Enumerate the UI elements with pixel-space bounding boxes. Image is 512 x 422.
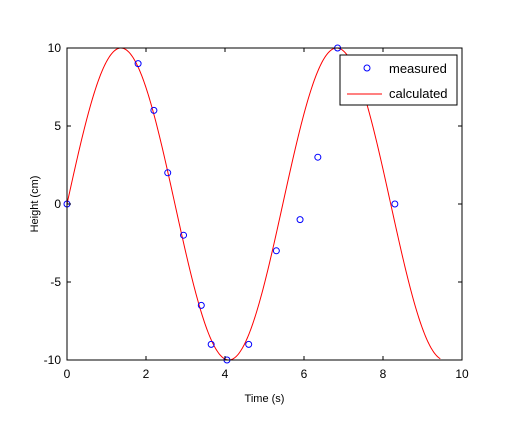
legend-box	[339, 54, 458, 106]
measured-point	[207, 340, 215, 348]
calculated-line	[66, 47, 441, 361]
measured-point	[391, 200, 399, 208]
legend: measured calculated	[339, 54, 458, 106]
legend-measured-marker	[363, 64, 371, 72]
measured-point	[134, 60, 142, 68]
axis-ticks: 0 2 4 6 8 10 -10 -5 0 5 10	[44, 41, 469, 381]
measured-series	[63, 44, 399, 364]
x-tick-label: 6	[301, 367, 308, 381]
measured-point	[150, 106, 158, 114]
y-tick-label: 10	[48, 41, 62, 55]
measured-point	[164, 169, 172, 177]
y-tick-label: 0	[54, 197, 61, 211]
measured-point	[197, 301, 205, 309]
y-axis-label: Height (cm)	[29, 176, 41, 233]
x-tick-label: 0	[64, 367, 71, 381]
legend-calculated-label: calculated	[389, 86, 448, 101]
measured-point	[180, 231, 188, 239]
x-axis-label: Time (s)	[245, 393, 285, 405]
measured-point	[296, 216, 304, 224]
measured-point	[245, 340, 253, 348]
x-tick-label: 4	[222, 367, 229, 381]
legend-measured-label: measured	[389, 61, 447, 76]
y-tick-label: -5	[50, 275, 61, 289]
y-tick-label: 5	[54, 119, 61, 133]
y-tick-label: -10	[44, 353, 62, 367]
x-tick-label: 8	[380, 367, 387, 381]
x-tick-label: 2	[143, 367, 150, 381]
x-tick-label: 10	[455, 367, 469, 381]
measured-point	[314, 153, 322, 161]
measured-point	[272, 247, 280, 255]
calculated-series	[66, 47, 441, 361]
